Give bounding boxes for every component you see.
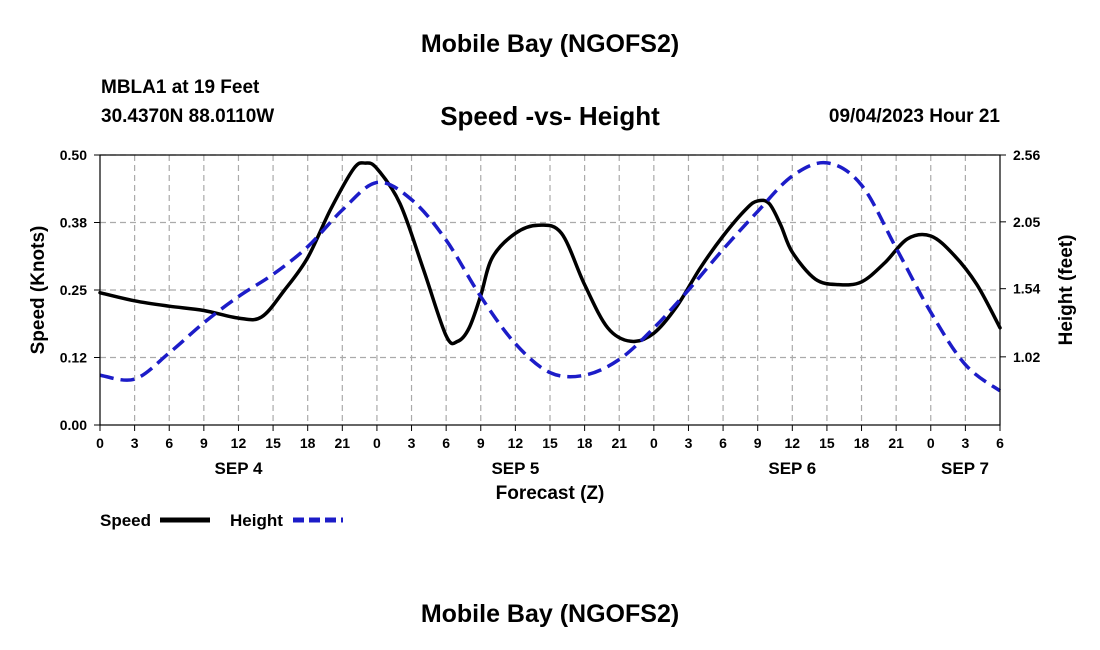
y-left-tick-label: 0.38 bbox=[60, 215, 87, 231]
label-layer: 0 3 6 9 12 15 18 21 0 3 6 9 12 15 18 21 0 3 6 9 12 15 18 21 0 3 6 0… bbox=[28, 147, 1077, 504]
x-tick-label: 3 bbox=[131, 435, 139, 451]
chart-subtitle: Speed -vs- Height bbox=[440, 101, 660, 131]
y-right-tick-label: 2.05 bbox=[1013, 214, 1040, 230]
date-label: SEP 6 bbox=[768, 459, 816, 478]
legend-label: Height bbox=[230, 511, 283, 530]
y-left-tick-label: 0.00 bbox=[60, 417, 87, 433]
legend-layer: Speed Height bbox=[100, 511, 343, 530]
x-tick-label: 12 bbox=[231, 435, 247, 451]
series-line-speed bbox=[98, 161, 1002, 346]
axis-layer bbox=[94, 154, 1006, 431]
x-tick-label: 6 bbox=[996, 435, 1004, 451]
x-tick-label: 0 bbox=[373, 435, 381, 451]
x-tick-label: 21 bbox=[335, 435, 351, 451]
x-tick-label: 3 bbox=[408, 435, 416, 451]
y-left-tick-label: 0.12 bbox=[60, 350, 87, 366]
series-layer bbox=[98, 160, 1002, 393]
x-tick-label: 15 bbox=[265, 435, 281, 451]
x-tick-label: 12 bbox=[785, 435, 801, 451]
x-axis-title: Forecast (Z) bbox=[496, 483, 605, 504]
date-label: SEP 7 bbox=[941, 459, 989, 478]
y-right-tick-label: 1.54 bbox=[1013, 281, 1040, 297]
x-tick-label: 9 bbox=[200, 435, 208, 451]
grid-layer bbox=[100, 154, 1000, 425]
x-tick-label: 15 bbox=[542, 435, 558, 451]
y-left-tick-label: 0.25 bbox=[60, 282, 87, 298]
x-tick-label: 12 bbox=[508, 435, 524, 451]
x-tick-label: 18 bbox=[854, 435, 870, 451]
x-tick-label: 0 bbox=[650, 435, 658, 451]
date-label: SEP 5 bbox=[491, 459, 539, 478]
x-tick-label: 9 bbox=[477, 435, 485, 451]
y-right-tick-label: 2.56 bbox=[1013, 147, 1040, 163]
x-tick-label: 21 bbox=[611, 435, 627, 451]
x-tick-label: 21 bbox=[888, 435, 904, 451]
legend-label: Speed bbox=[100, 511, 151, 530]
station-coordinates: 30.4370N 88.0110W bbox=[101, 106, 275, 127]
x-tick-label: 0 bbox=[927, 435, 935, 451]
footer-title: Mobile Bay (NGOFS2) bbox=[420, 600, 680, 628]
x-tick-label: 15 bbox=[819, 435, 835, 451]
y-axis-title-right: Height (feet) bbox=[1056, 235, 1077, 346]
date-label: SEP 4 bbox=[215, 459, 263, 478]
station-label: MBLA1 at 19 Feet bbox=[101, 77, 260, 98]
x-tick-label: 9 bbox=[754, 435, 762, 451]
x-tick-label: 6 bbox=[165, 435, 173, 451]
x-tick-label: 3 bbox=[961, 435, 969, 451]
forecast-timestamp: 09/04/2023 Hour 21 bbox=[828, 106, 1000, 127]
x-tick-label: 3 bbox=[685, 435, 693, 451]
y-axis-title-left: Speed (Knots) bbox=[28, 226, 49, 355]
x-tick-label: 18 bbox=[300, 435, 316, 451]
x-tick-label: 6 bbox=[442, 435, 450, 451]
plot-frame bbox=[99, 154, 1001, 426]
x-tick-label: 6 bbox=[719, 435, 727, 451]
y-left-tick-label: 0.50 bbox=[60, 147, 87, 163]
y-right-tick-label: 1.02 bbox=[1013, 349, 1040, 365]
x-tick-label: 18 bbox=[577, 435, 593, 451]
series-line-height bbox=[99, 160, 1002, 393]
x-tick-label: 0 bbox=[96, 435, 104, 451]
chart-title: Mobile Bay (NGOFS2) bbox=[420, 30, 680, 58]
